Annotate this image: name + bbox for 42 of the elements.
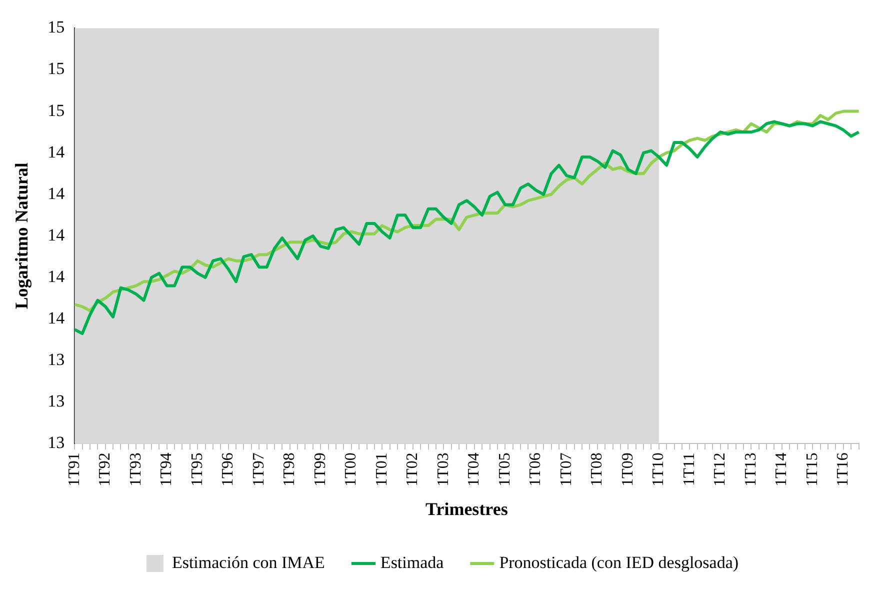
x-tick-label: 1T14 <box>773 452 790 486</box>
x-tick-label: 1T08 <box>588 452 606 486</box>
x-tick-label: 1T92 <box>96 452 114 486</box>
y-tick-label: 15 <box>48 18 65 37</box>
x-tick-label: 1T11 <box>680 452 698 486</box>
x-tick-label: 1T05 <box>496 452 514 486</box>
x-tick-label: 1T15 <box>804 452 821 486</box>
y-tick-label: 13 <box>48 392 65 411</box>
x-tick-label: 1T91 <box>66 452 83 486</box>
x-tick-label: 1T93 <box>127 452 144 486</box>
x-tick-label: 1T94 <box>158 452 176 486</box>
x-tick-label: 1T96 <box>220 452 237 486</box>
legend-label: Pronosticada (con IED desglosada) <box>499 552 739 572</box>
y-tick-label: 14 <box>48 142 66 162</box>
legend-label: Estimación con IMAE <box>172 552 325 572</box>
legend-label: Estimada <box>380 552 444 572</box>
x-axis-title: Trimestres <box>426 498 508 519</box>
x-tick-label: 1T97 <box>250 452 268 486</box>
y-tick-label: 15 <box>48 59 65 78</box>
x-tick-label: 1T12 <box>712 452 729 486</box>
x-tick-label: 1T01 <box>373 452 390 486</box>
x-tick-label: 1T02 <box>404 452 422 486</box>
y-tick-label: 14 <box>48 184 66 203</box>
x-tick-label: 1T98 <box>281 452 298 486</box>
x-tick-label: 1T13 <box>742 452 760 486</box>
x-tick-label: 1T04 <box>466 452 483 486</box>
x-tick-label: 1T95 <box>188 452 206 486</box>
y-axis-title: Logaritmo Natural <box>11 162 32 310</box>
x-tick-label: 1T10 <box>650 452 668 486</box>
x-tick-label: 1T16 <box>834 452 852 486</box>
x-tick-label: 1T99 <box>312 452 329 486</box>
x-tick-label: 1T06 <box>527 452 544 486</box>
x-tick-label: 1T00 <box>342 452 360 486</box>
x-tick-label: 1T09 <box>619 452 636 486</box>
y-tick-label: 13 <box>48 433 65 452</box>
y-tick-label: 14 <box>48 225 66 244</box>
x-tick-label: 1T07 <box>558 452 575 486</box>
y-tick-label: 13 <box>48 350 65 370</box>
x-tick-label: 1T03 <box>434 452 452 486</box>
y-tick-label: 15 <box>48 100 65 120</box>
y-tick-label: 14 <box>48 266 66 286</box>
y-tick-label: 14 <box>48 308 66 328</box>
